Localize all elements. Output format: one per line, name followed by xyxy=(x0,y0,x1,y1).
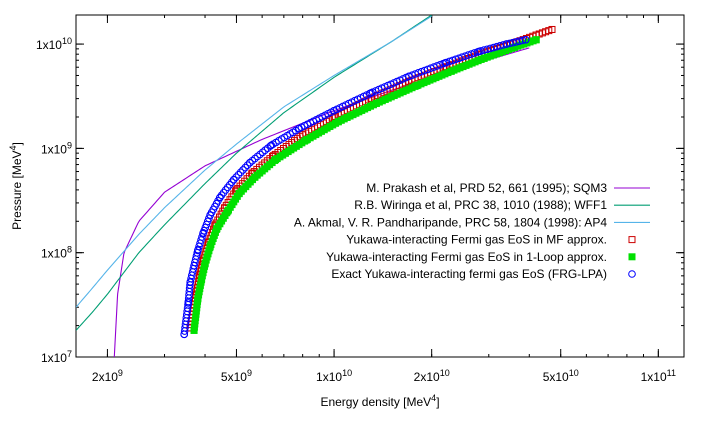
data-point xyxy=(245,158,254,167)
legend: M. Prakash et al, PRD 52, 661 (1995); SQ… xyxy=(294,181,650,281)
ticks-layer: 2x109 5x109 1x1010 2x1010 5x1010 1x1011 1x107 1… xyxy=(36,15,684,384)
legend-label: A. Akmal, V. R. Pandharipande, PRC 58, 1… xyxy=(294,215,607,229)
x-tick-label: 5x1010 xyxy=(543,368,579,384)
data-point xyxy=(239,166,247,174)
legend-label: Exact Yukawa-interacting fermi gas EoS (… xyxy=(331,267,607,281)
data-point xyxy=(548,25,556,33)
data-point xyxy=(628,270,636,278)
data-point xyxy=(532,36,540,44)
data-point xyxy=(230,175,238,184)
data-point xyxy=(236,168,245,177)
series-3 xyxy=(76,15,432,308)
data-point xyxy=(234,170,243,179)
data-point xyxy=(227,178,236,186)
y-tick-label: 1x108 xyxy=(41,245,72,261)
series-5 xyxy=(190,36,540,334)
x-tick-label: 5x109 xyxy=(221,368,252,384)
legend-label: Yukawa-interacting Fermi gas EoS in 1-Lo… xyxy=(326,250,607,264)
legend-swatch xyxy=(628,236,636,244)
y-tick-label: 1x1010 xyxy=(36,36,72,52)
x-tick-label: 1x1010 xyxy=(316,368,352,384)
data-point xyxy=(253,152,262,161)
legend-swatch xyxy=(628,270,636,278)
x-axis-label: Energy density [MeV4] xyxy=(320,393,439,409)
data-point xyxy=(263,144,272,152)
data-point xyxy=(521,35,530,44)
legend-label: M. Prakash et al, PRD 52, 661 (1995); SQ… xyxy=(366,181,607,195)
data-point xyxy=(248,156,257,165)
x-tick-label: 1x1011 xyxy=(641,368,676,384)
data-point xyxy=(261,146,269,155)
y-tick-label: 1x107 xyxy=(41,349,72,365)
data-point xyxy=(518,36,527,45)
legend-label: Yukawa-interacting Fermi gas EoS in MF a… xyxy=(346,233,607,247)
series-2 xyxy=(76,15,432,331)
legend-label: R.B. Wiringa et al, PRC 38, 1010 (1988);… xyxy=(354,198,607,212)
data-point xyxy=(232,173,240,181)
legend-swatch xyxy=(628,253,636,261)
x-tick-label: 2x109 xyxy=(92,368,123,384)
x-tick-label: 2x1010 xyxy=(414,368,450,384)
data-point xyxy=(628,253,636,261)
series-line xyxy=(76,15,432,331)
data-point xyxy=(258,148,267,157)
series-layer xyxy=(76,15,556,357)
series-4 xyxy=(186,25,556,332)
series-line xyxy=(76,15,432,308)
data-point xyxy=(251,154,259,163)
y-axis-label: Pressure [MeV4] xyxy=(8,142,24,230)
series-6 xyxy=(180,35,530,339)
y-tick-label: 1x109 xyxy=(41,140,72,156)
plot-frame xyxy=(75,14,685,358)
data-point xyxy=(256,150,264,159)
data-point xyxy=(241,163,250,172)
data-point xyxy=(243,161,252,169)
data-point xyxy=(628,236,636,244)
